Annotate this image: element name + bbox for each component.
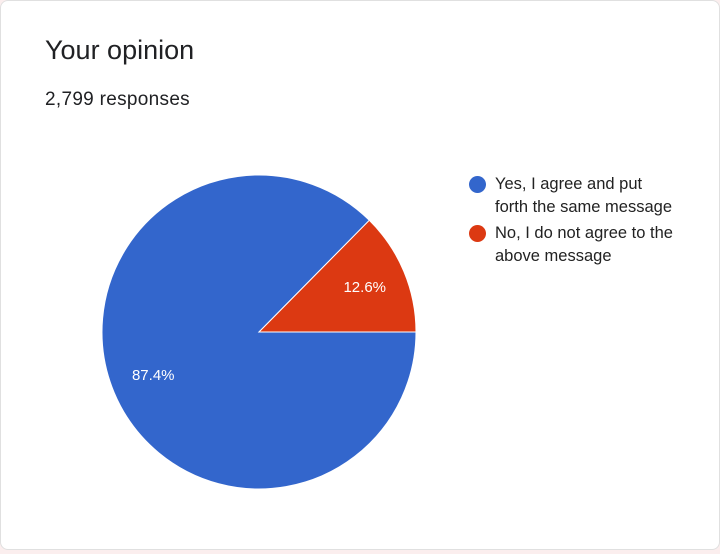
chart-title: Your opinion	[45, 35, 195, 65]
pie-slice	[101, 174, 417, 490]
legend-item: No, I do not agree to the above message	[469, 222, 675, 268]
legend-marker	[469, 225, 486, 242]
legend-label: No, I do not agree to the above message	[495, 224, 673, 265]
pie-slice	[257, 219, 417, 333]
legend-marker	[469, 176, 486, 193]
legend-label: Yes, I agree and put forth the same mess…	[495, 175, 673, 216]
legend-item: Yes, I agree and put forth the same mess…	[469, 173, 675, 219]
legend: Yes, I agree and put forth the same mess…	[469, 173, 673, 271]
data-label: 12.6%	[343, 279, 386, 296]
chart-subtitle: 2,799 responses	[45, 89, 190, 110]
data-label: 87.4%	[132, 367, 175, 384]
